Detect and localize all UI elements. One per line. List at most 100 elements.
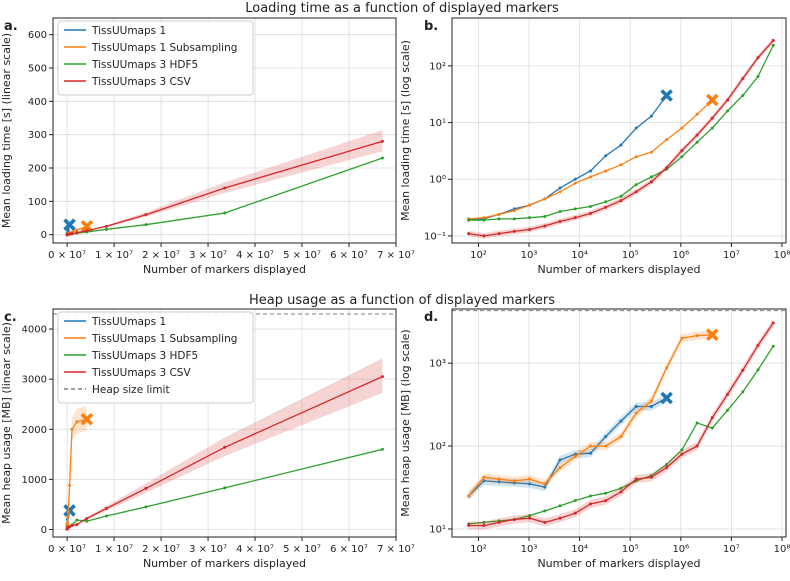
- data-point: [144, 213, 148, 217]
- data-point: [634, 477, 638, 481]
- data-point: [680, 452, 684, 456]
- data-point: [528, 477, 532, 481]
- x-axis-label: Number of markers displayed: [537, 557, 700, 570]
- series-band: [468, 37, 774, 239]
- data-point: [512, 217, 516, 221]
- data-point: [619, 163, 623, 167]
- legend-box: [57, 20, 254, 96]
- data-point: [756, 368, 760, 372]
- data-point: [649, 150, 653, 154]
- data-point: [105, 227, 109, 231]
- x-tick-label: 10⁴: [571, 250, 588, 261]
- data-point: [634, 183, 638, 187]
- data-point: [467, 232, 471, 236]
- data-point: [85, 516, 89, 520]
- data-point: [68, 232, 72, 236]
- end-marker: [660, 391, 673, 405]
- x-axis-label: Number of markers displayed: [537, 263, 700, 276]
- data-point: [588, 494, 592, 498]
- plot-area: [467, 37, 775, 239]
- data-point: [634, 190, 638, 194]
- data-point: [66, 228, 70, 232]
- x-axis-label: Number of markers displayed: [143, 557, 306, 570]
- data-point: [66, 510, 70, 514]
- data-point: [665, 138, 669, 142]
- data-point: [649, 175, 653, 179]
- x-tick-label: 10⁵: [622, 250, 639, 261]
- x-tick-label: 10⁷: [723, 544, 740, 555]
- y-tick-label: 10⁰: [429, 175, 446, 186]
- data-point: [695, 421, 699, 425]
- data-point: [726, 408, 730, 412]
- data-point: [695, 112, 699, 116]
- y-tick-label: 10²: [429, 442, 446, 453]
- data-point: [604, 491, 608, 495]
- data-point: [144, 486, 148, 490]
- x-tick-label: 1 × 10⁷: [95, 250, 133, 261]
- legend-label: TissUUmaps 1 Subsampling: [91, 333, 237, 345]
- data-point: [741, 368, 745, 372]
- data-point: [573, 216, 577, 220]
- data-point: [680, 336, 684, 340]
- data-point: [497, 212, 501, 216]
- y-tick-label: 10¹: [429, 524, 446, 535]
- x-tick-label: 0 × 10⁷: [48, 544, 86, 555]
- data-point: [543, 482, 547, 486]
- data-point: [70, 523, 74, 527]
- data-point: [512, 229, 516, 233]
- data-point: [573, 452, 577, 456]
- data-point: [695, 140, 699, 144]
- end-marker: [706, 93, 719, 107]
- legend-label: TissUUmaps 1 Subsampling: [91, 42, 237, 54]
- x-tick-label: 2 × 10⁷: [142, 544, 180, 555]
- data-point: [771, 321, 775, 325]
- data-point: [619, 486, 623, 490]
- data-point: [482, 479, 486, 483]
- data-point: [710, 126, 714, 130]
- data-point: [75, 518, 79, 522]
- x-tick-label: 10³: [521, 544, 538, 555]
- panels: 0 × 10⁷ 1 × 10⁷ 2 × 10⁷ 3 × 10⁷ 4 × 10⁷ 5 × 1…: [0, 17, 790, 570]
- y-axis-label: Mean heap usage [MB] (log scale): [399, 329, 412, 516]
- legend-label: TissUUmaps 3 CSV: [91, 367, 191, 379]
- data-point: [75, 420, 79, 424]
- data-point: [482, 520, 486, 524]
- data-point: [588, 175, 592, 179]
- data-point: [756, 56, 760, 60]
- y-tick-label: 10²: [429, 61, 446, 72]
- bottom-section-title: Heap usage as a function of displayed ma…: [249, 293, 555, 308]
- data-point: [756, 343, 760, 347]
- data-point: [619, 435, 623, 439]
- plot-frame: [52, 308, 397, 538]
- data-point: [528, 216, 532, 220]
- y-tick-label: 0: [41, 525, 47, 536]
- data-point: [634, 411, 638, 415]
- data-point: [573, 181, 577, 185]
- legend-label: TissUUmaps 3 HDF5: [91, 59, 198, 71]
- data-point: [604, 435, 608, 439]
- data-point: [680, 448, 684, 452]
- data-point: [482, 475, 486, 479]
- x-tick-label: 7 × 10⁷: [377, 544, 415, 555]
- data-point: [726, 109, 730, 113]
- data-point: [65, 521, 69, 525]
- data-point: [588, 211, 592, 215]
- y-axis-label: Mean loading time [s] (linear scale): [0, 33, 13, 228]
- data-point: [588, 205, 592, 209]
- x-tick-label: 7 × 10⁷: [377, 250, 415, 261]
- data-point: [573, 454, 577, 458]
- x-tick-label: 0 × 10⁷: [48, 250, 86, 261]
- data-point: [558, 209, 562, 213]
- data-point: [380, 156, 384, 160]
- x-tick-label: 5 × 10⁷: [283, 250, 321, 261]
- data-point: [604, 154, 608, 158]
- data-point: [619, 143, 623, 147]
- legend-label: TissUUmaps 1: [91, 316, 166, 328]
- data-point: [497, 217, 501, 221]
- x-tick-label: 10⁸: [774, 544, 790, 555]
- y-tick-label: 1000: [22, 475, 47, 486]
- end-marker: [63, 504, 76, 517]
- data-point: [543, 509, 547, 513]
- data-point: [665, 166, 669, 170]
